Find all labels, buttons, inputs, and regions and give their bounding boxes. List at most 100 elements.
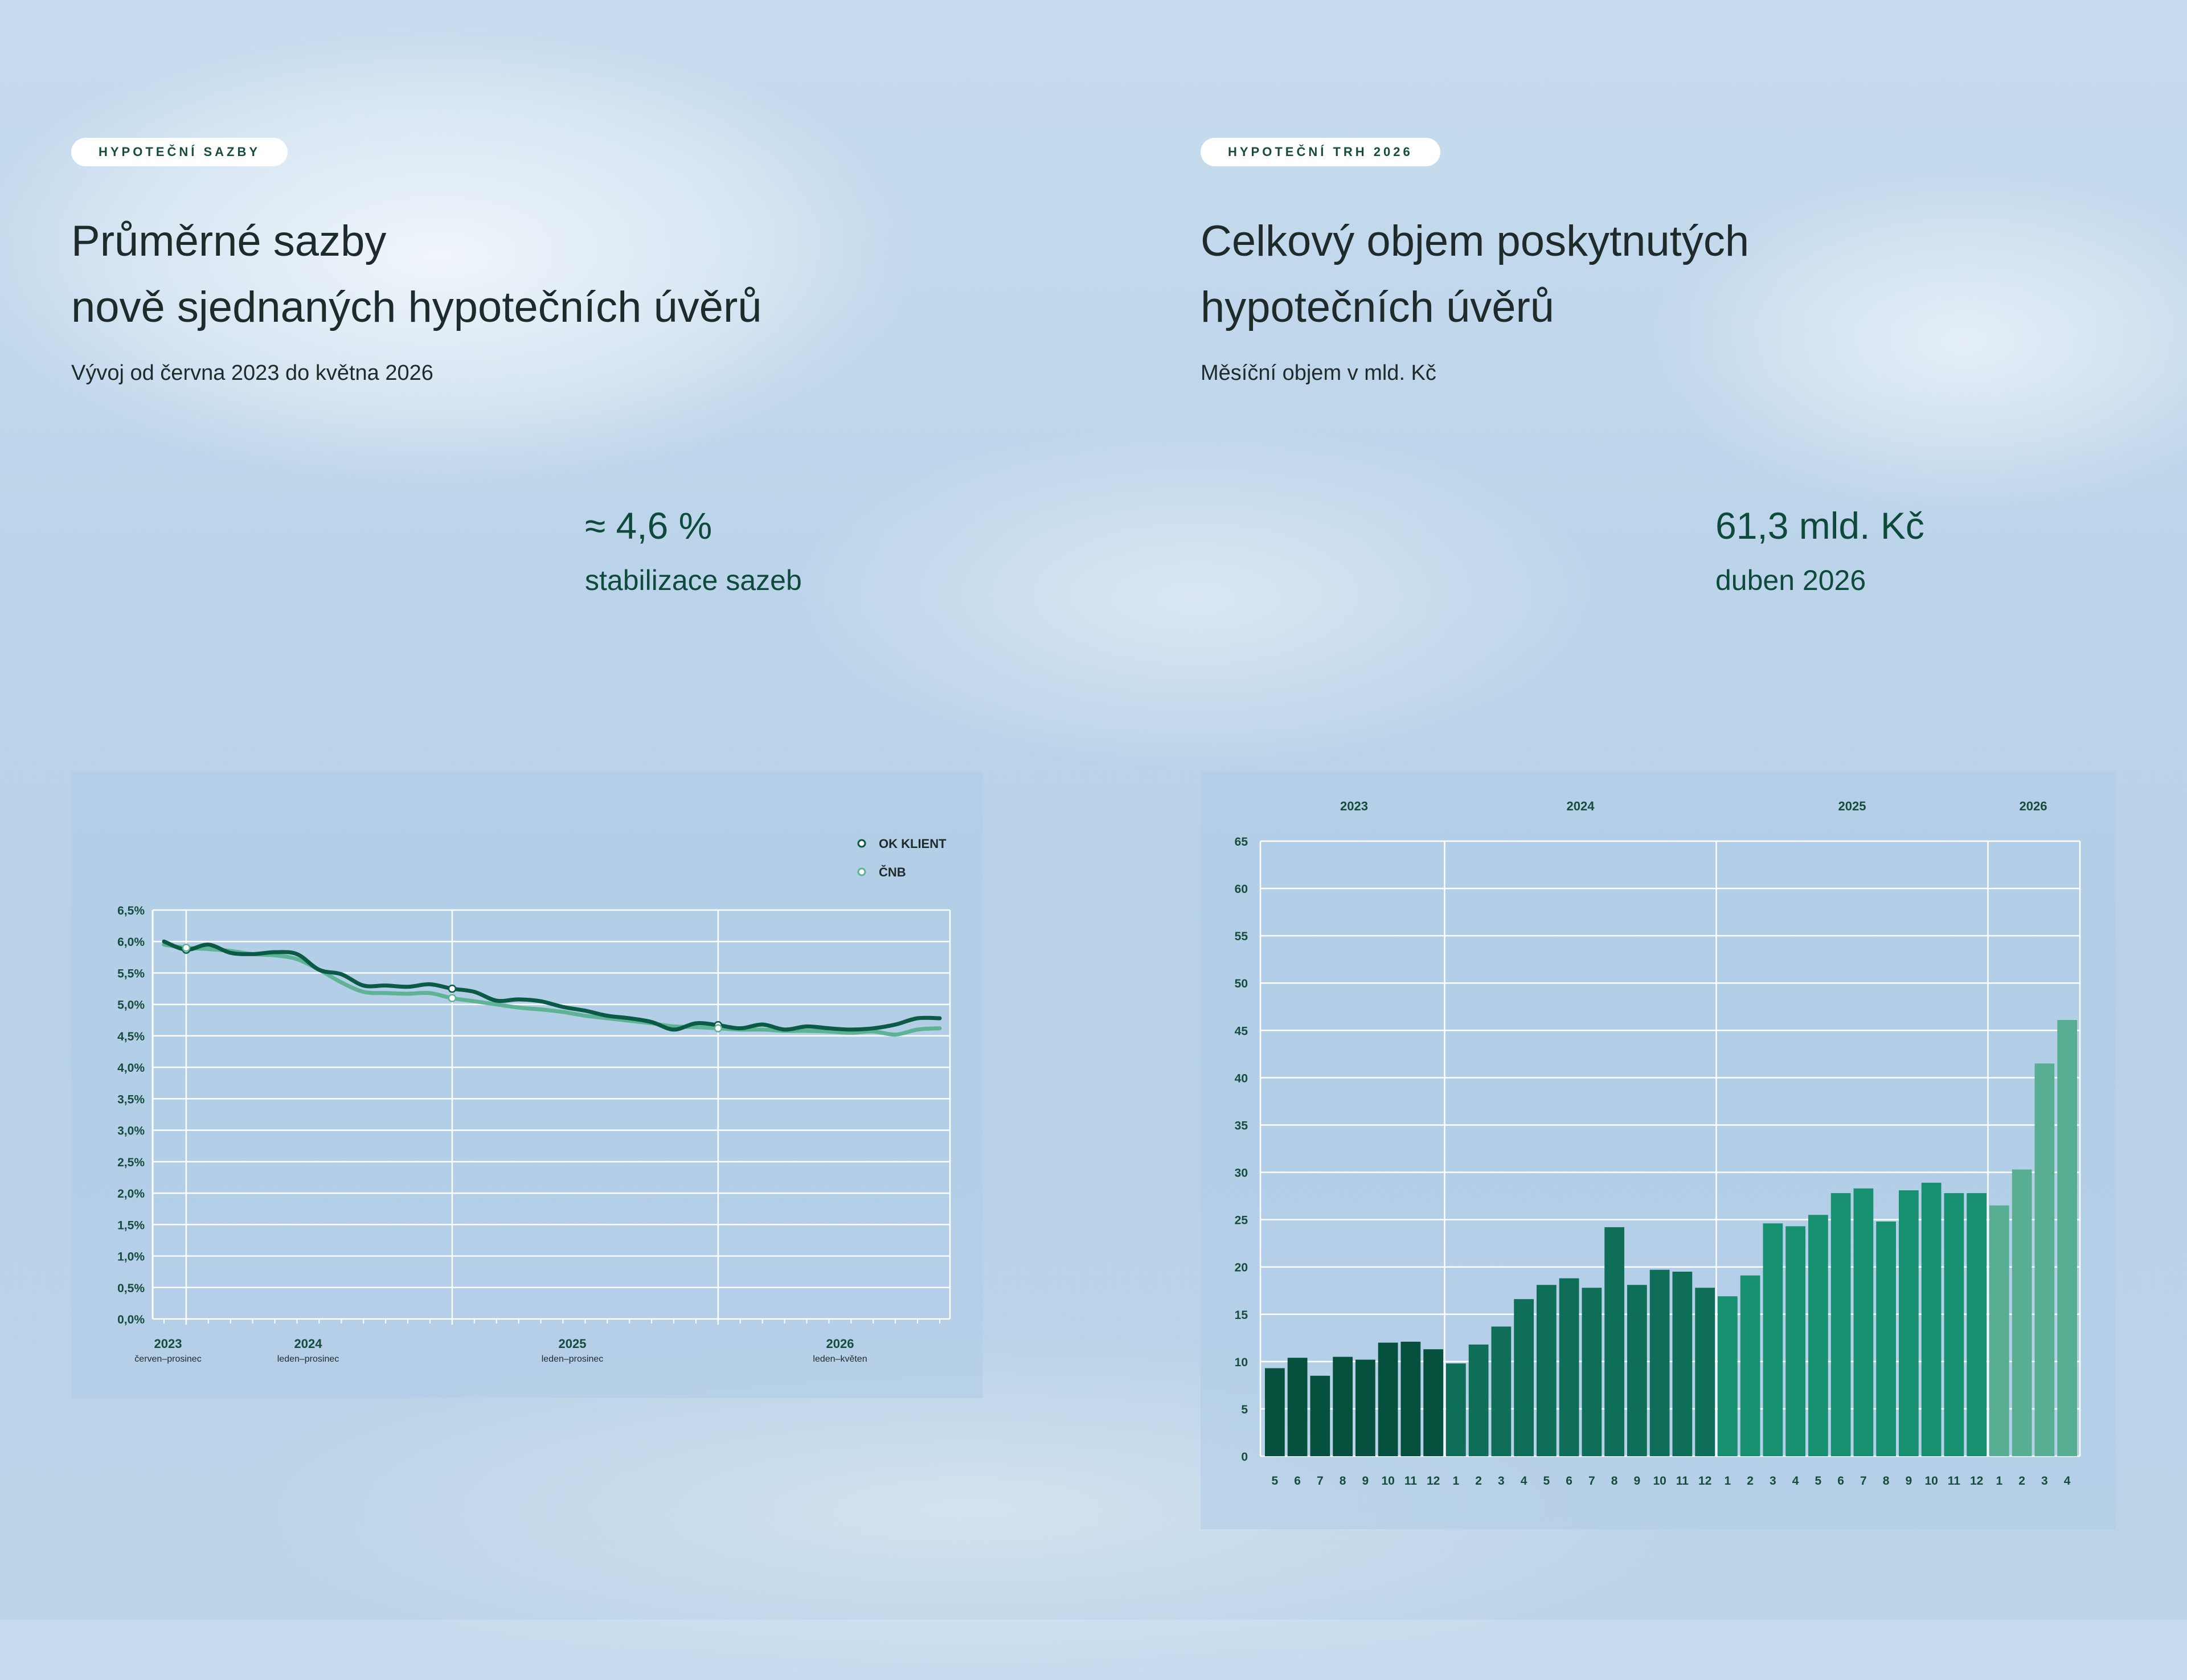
y-tick-label: 1,0% xyxy=(117,1251,145,1264)
y-tick-label: 5,5% xyxy=(117,967,145,980)
bar xyxy=(1537,1285,1557,1456)
x-group-year-label: 2026 xyxy=(826,1337,854,1351)
x-tick-label: 11 xyxy=(1404,1474,1418,1488)
x-tick-label: 11 xyxy=(1948,1474,1961,1488)
x-tick-label: 3 xyxy=(2041,1474,2048,1488)
x-tick-label: 8 xyxy=(1611,1474,1618,1488)
x-tick-label: 2 xyxy=(1475,1474,1482,1488)
y-tick-label: 50 xyxy=(1235,977,1248,990)
bar xyxy=(1989,1205,2009,1456)
y-tick-label: 35 xyxy=(1235,1119,1248,1132)
bar xyxy=(1967,1193,1987,1456)
chart-title-line: hypotečních úvěrů xyxy=(1201,283,1555,331)
x-tick-label: 6 xyxy=(1837,1474,1844,1488)
y-tick-label: 4,5% xyxy=(117,1030,145,1043)
y-tick-label: 0,0% xyxy=(117,1313,145,1326)
x-tick-label: 7 xyxy=(1317,1474,1324,1488)
x-group-year-label: 2025 xyxy=(559,1337,587,1351)
bar xyxy=(1468,1344,1489,1456)
bar xyxy=(1695,1288,1715,1456)
x-tick-label: 4 xyxy=(1521,1474,1527,1488)
x-tick-label: 12 xyxy=(1970,1474,1983,1488)
bar xyxy=(1491,1326,1512,1456)
x-tick-label: 5 xyxy=(1543,1474,1550,1488)
chart-title: Průměrné sazby nově sjednaných hypoteční… xyxy=(71,208,762,341)
kpi-value: ≈ 4,6 % xyxy=(585,505,712,547)
year-label: 2024 xyxy=(1567,799,1595,813)
line-chart: 0,0% 0,5% 1,0% 1,5% 2,0% 2,5% 3,0% 3,5% 4,0% 4,5%… xyxy=(117,837,951,1364)
kpi-label: stabilizace sazeb xyxy=(585,564,802,596)
x-group-year-label: 2023 xyxy=(154,1337,182,1351)
x-tick-label: 9 xyxy=(1634,1474,1641,1488)
x-tick-label: 6 xyxy=(1294,1474,1301,1488)
series-marker xyxy=(182,944,191,952)
x-tick-label: 1 xyxy=(1453,1474,1460,1488)
bar xyxy=(1446,1363,1466,1456)
bar-chart-panel: 0 5 10 15 20 25 30 35 40 45 50 55 60 65 2023 2024 2025 20… xyxy=(1201,772,2116,1529)
bar xyxy=(1944,1193,1964,1456)
x-tick-label: 10 xyxy=(1653,1474,1666,1488)
bar xyxy=(1333,1357,1353,1456)
x-tick-label: 4 xyxy=(2064,1474,2071,1488)
bar xyxy=(1899,1190,1919,1456)
y-tick-label: 25 xyxy=(1235,1214,1248,1227)
bar xyxy=(2057,1020,2077,1456)
x-tick-label: 8 xyxy=(1883,1474,1890,1488)
bar xyxy=(1514,1299,1534,1456)
x-group-range-label: leden–prosinec xyxy=(277,1354,339,1364)
bar xyxy=(1604,1227,1624,1456)
bar xyxy=(1830,1193,1851,1456)
bar xyxy=(1378,1342,1398,1456)
x-tick-label: 7 xyxy=(1588,1474,1595,1488)
x-group-range-label: leden–květen xyxy=(813,1354,867,1364)
x-tick-label: 2 xyxy=(1747,1474,1754,1488)
x-tick-label: 1 xyxy=(1725,1474,1731,1488)
bar xyxy=(1785,1226,1805,1456)
x-group-range-label: leden–prosinec xyxy=(542,1354,604,1364)
x-tick-label: 5 xyxy=(1272,1474,1279,1488)
x-tick-label: 1 xyxy=(1996,1474,2003,1488)
section-badge: HYPOTEČNÍ SAZBY xyxy=(71,138,288,166)
x-tick-label: 4 xyxy=(1792,1474,1799,1488)
bar xyxy=(1876,1221,1896,1456)
x-tick-label: 3 xyxy=(1498,1474,1505,1488)
series-marker xyxy=(448,984,457,993)
series-line-ok-klient xyxy=(162,939,942,1032)
x-tick-label: 11 xyxy=(1676,1474,1689,1488)
chart-title-line: Průměrné sazby xyxy=(71,217,387,265)
bar xyxy=(1672,1272,1693,1456)
x-tick-label: 10 xyxy=(1381,1474,1394,1488)
chart-title-line: nově sjednaných hypotečních úvěrů xyxy=(71,283,762,331)
x-tick-label: 10 xyxy=(1924,1474,1938,1488)
y-tick-label: 0 xyxy=(1241,1450,1248,1464)
y-tick-label: 55 xyxy=(1235,930,1248,943)
x-tick-label: 12 xyxy=(1698,1474,1711,1488)
y-tick-label: 20 xyxy=(1235,1261,1248,1275)
bar xyxy=(1808,1215,1828,1456)
x-tick-label: 7 xyxy=(1860,1474,1867,1488)
y-tick-label: 45 xyxy=(1235,1025,1248,1038)
y-tick-label: 40 xyxy=(1235,1072,1248,1085)
chart-title-line: Celkový objem poskytnutých xyxy=(1201,217,1750,265)
series-line-cnb xyxy=(162,943,942,1037)
x-tick-label: 12 xyxy=(1427,1474,1440,1488)
year-label: 2025 xyxy=(1838,799,1866,813)
bar xyxy=(1287,1358,1308,1456)
bar xyxy=(1921,1182,1942,1456)
x-tick-label: 9 xyxy=(1362,1474,1369,1488)
legend-marker xyxy=(857,867,866,876)
chart-title: Celkový objem poskytnutých hypotečních ú… xyxy=(1201,208,1749,341)
line-chart-panel: 0,0% 0,5% 1,0% 1,5% 2,0% 2,5% 3,0% 3,5% 4,0% 4,5%… xyxy=(71,772,982,1398)
bar xyxy=(1718,1296,1738,1456)
bar xyxy=(1559,1278,1579,1456)
x-tick-label: 8 xyxy=(1340,1474,1346,1488)
y-tick-label: 15 xyxy=(1235,1309,1248,1322)
bar xyxy=(1355,1359,1375,1456)
background-cloud xyxy=(797,427,1595,769)
y-tick-label: 4,0% xyxy=(117,1062,145,1075)
y-tick-label: 6,5% xyxy=(117,904,145,917)
bar xyxy=(1627,1285,1647,1456)
bar xyxy=(1763,1223,1783,1456)
legend-marker xyxy=(857,839,866,848)
